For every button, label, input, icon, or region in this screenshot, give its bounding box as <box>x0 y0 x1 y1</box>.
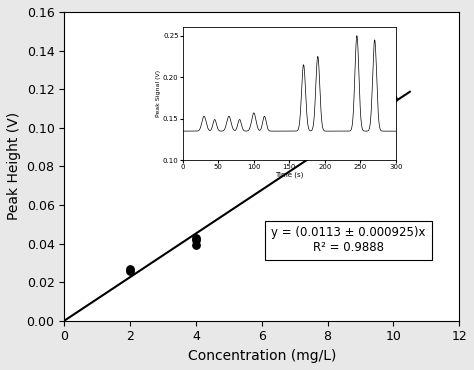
X-axis label: Concentration (mg/L): Concentration (mg/L) <box>188 349 336 363</box>
Point <box>192 243 200 249</box>
Point <box>192 237 200 243</box>
Point <box>126 266 134 272</box>
Y-axis label: Peak Height (V): Peak Height (V) <box>7 112 21 221</box>
Point <box>192 235 200 241</box>
Text: y = (0.0113 ± 0.000925)x
R² = 0.9888: y = (0.0113 ± 0.000925)x R² = 0.9888 <box>271 226 426 255</box>
Point <box>324 138 331 144</box>
Y-axis label: Peak Signal (V): Peak Signal (V) <box>156 70 162 117</box>
X-axis label: Time (s): Time (s) <box>275 172 303 178</box>
Point <box>390 96 397 102</box>
Point <box>126 268 134 273</box>
